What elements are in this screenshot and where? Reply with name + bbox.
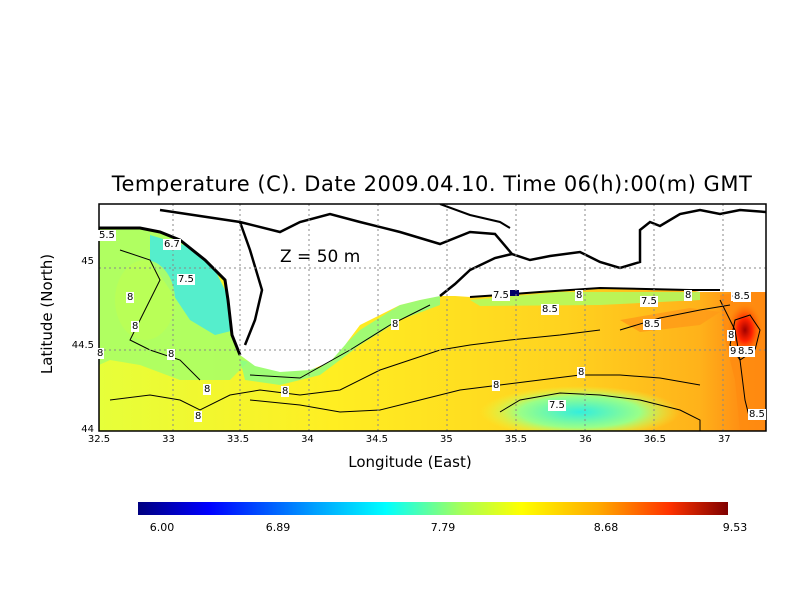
- contour-label: 5.5: [98, 230, 116, 241]
- south-cool-patch: [480, 386, 680, 431]
- contour-label: 7.5: [177, 274, 195, 285]
- contour-label: 8: [281, 386, 290, 397]
- azov-coast: [439, 204, 511, 229]
- isotherm-8.5-east: [719, 299, 751, 421]
- contour-label: 8.5: [737, 346, 755, 357]
- contour-label: 8: [492, 380, 501, 391]
- contour-label: 8: [167, 349, 176, 360]
- x-tick-label: 36.5: [643, 434, 666, 445]
- contour-label: 8: [577, 367, 586, 378]
- contour-label: 8: [96, 348, 105, 359]
- contour-label: 8: [684, 290, 693, 301]
- x-tick-label: 37: [717, 434, 731, 445]
- x-tick-label: 36: [578, 434, 592, 445]
- x-tick-label: 34.5: [365, 434, 389, 445]
- northern-coastline: [159, 208, 766, 270]
- land-mask: [99, 204, 766, 372]
- colorbar-label: 6.00: [149, 521, 175, 534]
- contour-label: 8: [391, 319, 400, 330]
- isotherm-7.5-south: [499, 392, 701, 431]
- x-tick-label: 35: [440, 434, 453, 445]
- colorbar-label: 7.79: [430, 521, 456, 534]
- west-cold-core: [150, 235, 235, 335]
- contour-label: 9: [729, 346, 738, 357]
- x-tick-label: 35.5: [504, 434, 527, 445]
- east-hot-spot: [727, 302, 763, 358]
- contour-label: 8.5: [733, 291, 751, 302]
- contour-label: 8.5: [541, 304, 559, 315]
- x-tick-label: 32.5: [87, 434, 111, 445]
- isotherm-8-west: [109, 329, 601, 411]
- contour-label: 7.5: [492, 290, 510, 301]
- coastal-cool-strip: [240, 295, 440, 385]
- contour-label: 8: [194, 411, 203, 422]
- contour-label: 8: [727, 330, 736, 341]
- contour-label: 8: [131, 321, 140, 332]
- x-axis-label: Longitude (East): [348, 453, 472, 471]
- contour-label: 7.5: [548, 400, 566, 411]
- west-coastline: [99, 226, 242, 356]
- map-title: Temperature (C). Date 2009.04.10. Time 0…: [111, 172, 753, 196]
- isotherm-8.5: [619, 304, 731, 331]
- x-tick-label: 33: [162, 434, 175, 445]
- colorbar-label: 8.68: [593, 521, 619, 534]
- contour-label: 8: [126, 292, 135, 303]
- cold-pixel: [505, 290, 519, 296]
- colorbar: [138, 502, 728, 515]
- temperature-field: [99, 204, 766, 431]
- plot-frame: [98, 203, 767, 432]
- depth-label: Z = 50 m: [280, 247, 361, 267]
- colorbar-label: 9.53: [722, 521, 748, 534]
- contour-label: 8.5: [748, 409, 766, 420]
- graticule: [99, 204, 766, 431]
- x-tick-label: 33.5: [226, 434, 250, 445]
- y-tick-label: 44.5: [71, 339, 94, 351]
- contour-label: 7.5: [640, 296, 658, 307]
- y-tick-label: 44: [81, 424, 94, 435]
- kerch-coast: [439, 252, 513, 297]
- west-mid-zone: [115, 260, 175, 340]
- contour-label: 8.5: [643, 319, 661, 330]
- isotherm-8-south: [249, 374, 701, 413]
- peninsula-coast: [238, 221, 264, 346]
- contour-label: 8: [575, 290, 584, 301]
- colorbar-label: 6.89: [265, 521, 291, 534]
- contour-label: 6.7: [163, 239, 181, 250]
- contour-label: 8: [203, 384, 212, 395]
- x-tick-label: 34: [301, 434, 314, 445]
- y-tick-label: 45: [81, 255, 94, 267]
